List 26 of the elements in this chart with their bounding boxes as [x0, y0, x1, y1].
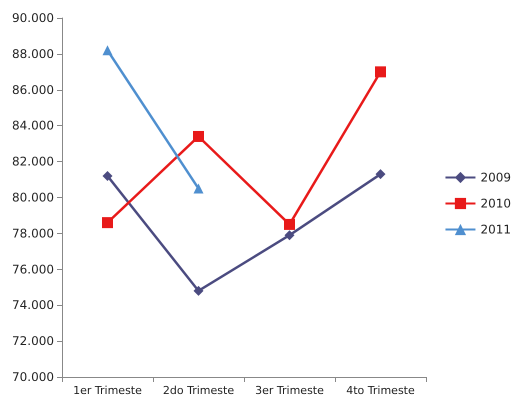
point [194, 286, 204, 296]
point [375, 66, 386, 78]
y-tick-label: 90.000 [12, 11, 54, 25]
point [284, 230, 294, 240]
y-tick-label: 74.000 [12, 298, 54, 312]
legend-label: 2011 [480, 222, 512, 236]
point [284, 218, 295, 230]
y-tick-label: 88.000 [12, 46, 54, 61]
x-tick-label: 2do Trimeste [162, 384, 234, 397]
x-tick-label: 3er Trimeste [255, 384, 324, 397]
y-tick-label: 84.000 [12, 118, 54, 133]
y-tick-label: 86.000 [12, 82, 54, 97]
legend-label: 2009 [480, 170, 512, 184]
point [102, 217, 113, 228]
y-tick-label: 78.000 [12, 226, 54, 240]
point [193, 130, 204, 142]
point [102, 170, 112, 181]
y-tick-label: 80.000 [12, 190, 54, 204]
y-tick-label: 82.000 [12, 154, 54, 169]
y-tick-label: 72.000 [12, 334, 54, 348]
y-tick-label: 76.000 [12, 262, 54, 276]
x-tick-label: 1er Trimeste [73, 384, 142, 397]
point [376, 169, 386, 180]
legend-label: 2010 [480, 196, 512, 210]
x-tick-label: 4to Trimeste [346, 384, 415, 397]
y-tick-label: 70.000 [12, 370, 54, 384]
